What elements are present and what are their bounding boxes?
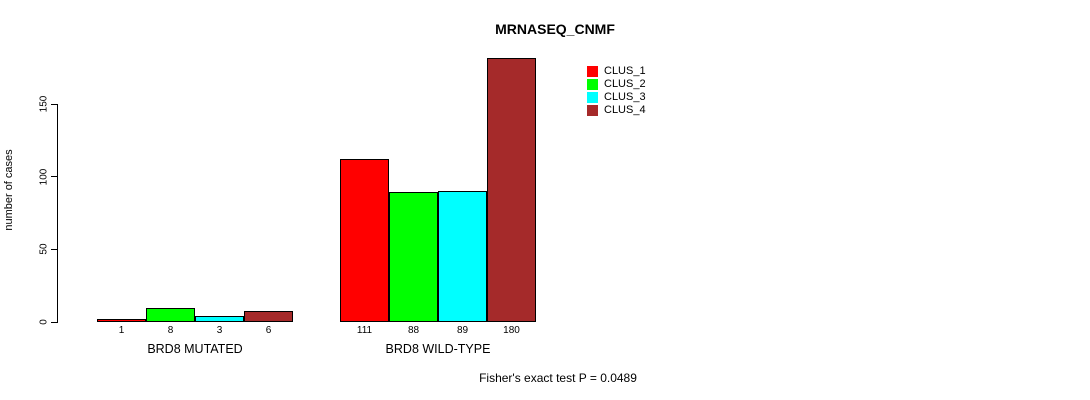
bar-value-label: 1 [118, 325, 125, 336]
bar-value-label: 180 [503, 325, 520, 336]
bar-clus_1 [340, 159, 389, 322]
bar-clus_4 [244, 311, 293, 322]
y-axis-line [57, 104, 58, 323]
legend-label: CLUS_1 [604, 65, 646, 77]
bar-value-label: 111 [356, 325, 373, 336]
bar-value-label: 89 [456, 325, 469, 336]
legend-swatch-clus_4 [587, 105, 598, 116]
bar-value-label: 6 [265, 325, 272, 336]
bar-clus_4 [487, 58, 536, 322]
bar-clus_3 [438, 191, 487, 322]
legend-label: CLUS_3 [604, 91, 646, 103]
legend-label: CLUS_4 [604, 104, 646, 116]
y-tick-mark [51, 103, 58, 105]
fisher-test-caption: Fisher's exact test P = 0.0489 [479, 371, 637, 385]
legend-swatch-clus_1 [587, 66, 598, 77]
bar-clus_2 [389, 192, 438, 322]
bar-clus_3 [195, 316, 244, 322]
group-label: BRD8 WILD-TYPE [385, 342, 491, 356]
legend-swatch-clus_2 [587, 79, 598, 90]
bar-value-label: 3 [216, 325, 223, 336]
y-tick-mark [51, 248, 58, 250]
group-label: BRD8 MUTATED [147, 342, 243, 356]
bar-value-label: 88 [407, 325, 420, 336]
y-tick-mark [51, 176, 58, 178]
chart-title: MRNASEQ_CNMF [495, 21, 615, 37]
bar-clus_1 [97, 319, 146, 322]
bar-value-label: 8 [167, 325, 174, 336]
bar-clus_2 [146, 308, 195, 322]
legend-label: CLUS_2 [604, 78, 646, 90]
legend-swatch-clus_3 [587, 92, 598, 103]
y-tick-mark [51, 321, 58, 323]
